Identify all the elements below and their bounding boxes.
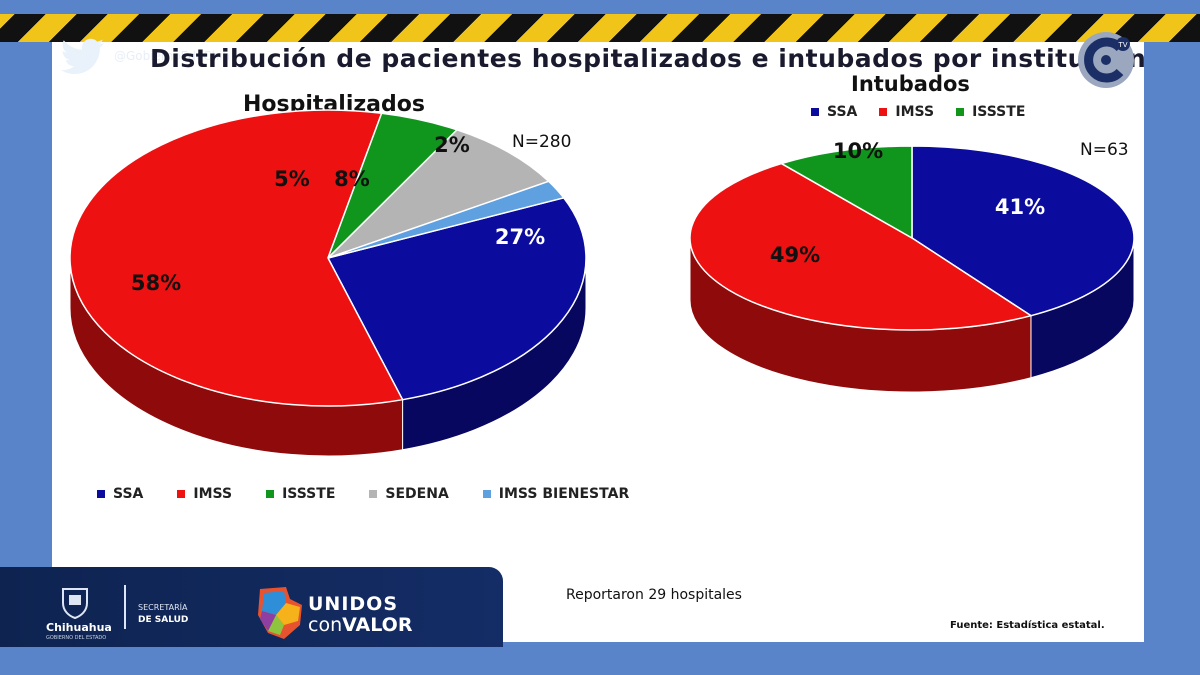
campaign-line1: UNIDOS (308, 593, 399, 615)
pie1-slice-imss-bienestar (327, 180, 565, 259)
state-name: Chihuahua (46, 621, 112, 634)
campaign-valor: VALOR (342, 614, 413, 636)
legend-item-sedena: SEDENA (369, 486, 449, 502)
source-note: Fuente: Estadística estatal. (950, 620, 1105, 631)
legend-item-imss-bienestar: IMSS BIENESTAR (482, 486, 630, 502)
legend-label-issste: ISSSTE (282, 486, 336, 502)
legend-swatch-issste (956, 108, 965, 116)
state-shield-icon (62, 588, 88, 619)
legend-label-imss: IMSS (895, 104, 935, 120)
legend-label-imss-bienestar: IMSS BIENESTAR (498, 486, 630, 502)
legend-item-imss: IMSS (177, 486, 232, 502)
chart2-legend: SSA IMSS ISSSTE (811, 104, 1025, 120)
state-subtitle: GOBIERNO DEL ESTADO (46, 635, 107, 641)
footer-divider (124, 585, 126, 629)
pie1-label-issste: 5% (274, 167, 310, 191)
secretaria-line1: SECRETARÍA (138, 603, 188, 612)
hazard-stripe-bar (0, 14, 1200, 42)
pie2-label-imss: 49% (770, 243, 820, 267)
chart2-n-label: N=63 (1080, 140, 1129, 160)
campaign-map-icon (258, 587, 302, 639)
chart1-n-label: N=280 (512, 132, 572, 152)
pie1-label-imss: 58% (131, 271, 181, 295)
legend-label-issste: ISSSTE (972, 104, 1026, 120)
pie-chart-hospitalizados: 27% 58% 5% 8% 2% (69, 109, 587, 457)
pie1-label-imss-bienestar: 2% (434, 133, 470, 157)
pie-chart-intubados: 41% 49% 10% (689, 139, 1135, 393)
legend-swatch-imss (177, 490, 186, 498)
pie2-label-ssa: 41% (995, 195, 1045, 219)
legend-swatch-ssa (811, 108, 819, 116)
secretaria-line2: DE SALUD (138, 615, 189, 625)
pie2-slice-issste (779, 145, 913, 240)
legend-label-imss: IMSS (193, 486, 233, 502)
page-title: Distribución de pacientes hospitalizados… (150, 44, 1147, 73)
campaign-line2: conVALOR (308, 614, 412, 636)
twitter-bird-icon (60, 38, 104, 74)
legend-label-sedena: SEDENA (385, 486, 449, 502)
pie2-slice-imss (689, 162, 1033, 331)
legend-swatch-issste (266, 490, 275, 498)
pie2-slice-ssa (911, 145, 1135, 317)
pie2-label-issste: 10% (833, 139, 883, 163)
hospitals-note: Reportaron 29 hospitales (566, 587, 742, 603)
chart2-title: Intubados (851, 72, 970, 96)
pie1-label-sedena: 8% (334, 167, 370, 191)
legend-item-imss: IMSS (879, 104, 934, 120)
footer-banner: Chihuahua GOBIERNO DEL ESTADO SECRETARÍA… (0, 567, 503, 647)
pie1-slice-ssa (326, 196, 587, 401)
legend-swatch-sedena (369, 490, 378, 498)
channel-logo-text: TV (1117, 41, 1127, 49)
legend-item-ssa: SSA (811, 104, 857, 120)
campaign-con: con (308, 614, 343, 636)
pie1-label-ssa: 27% (495, 225, 545, 249)
legend-swatch-imss-bienestar (482, 490, 491, 498)
channel-logo-icon: TV (1078, 32, 1134, 88)
legend-item-issste: ISSSTE (956, 104, 1025, 120)
social-handle-text: @GobiernoEdoChih (114, 49, 231, 63)
legend-swatch-imss (879, 108, 888, 116)
legend-swatch-ssa (97, 490, 105, 498)
legend-label-ssa: SSA (113, 486, 144, 502)
legend-label-ssa: SSA (827, 104, 858, 120)
social-handle: @GobiernoEdoChih (60, 36, 230, 76)
legend-item-ssa: SSA (97, 486, 143, 502)
pie1-slice-sedena (327, 128, 551, 259)
chart1-legend: SSA IMSS ISSSTE SEDENA IMSS BIENESTAR (97, 486, 629, 502)
pie1-slice-imss (69, 109, 404, 407)
legend-item-issste: ISSSTE (266, 486, 335, 502)
